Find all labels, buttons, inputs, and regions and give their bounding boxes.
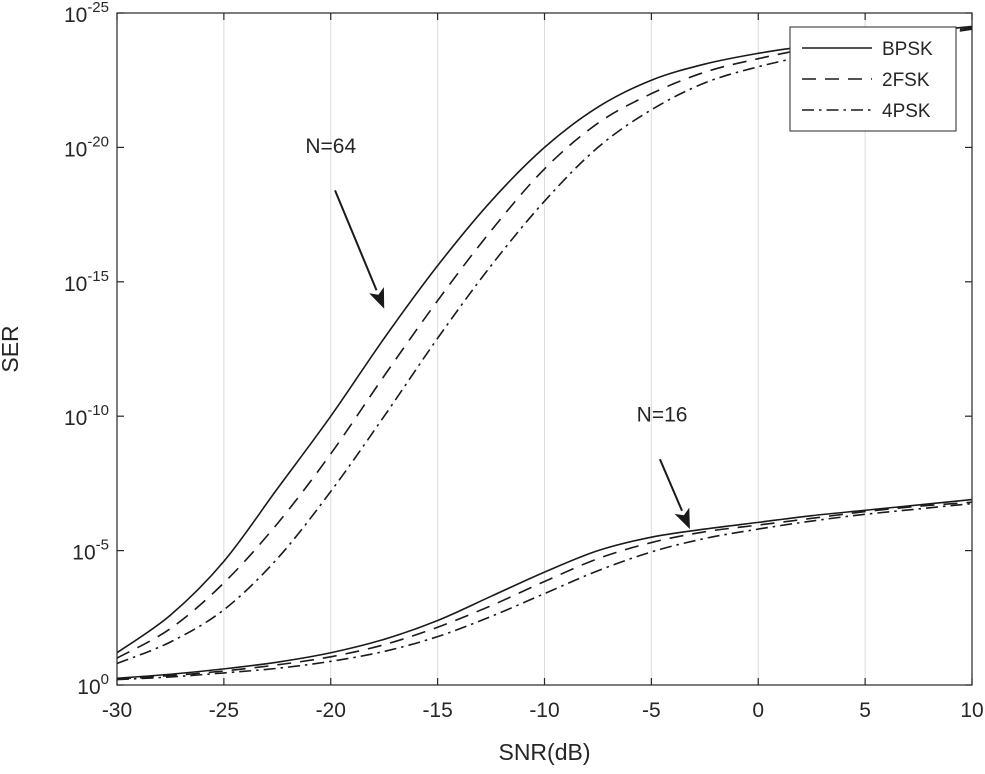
y-tick-label-base: 10 — [64, 273, 87, 296]
x-tick-label: -30 — [102, 699, 132, 722]
legend-label-4psk: 4PSK — [882, 101, 931, 122]
y-tick-label-exponent: 0 — [101, 671, 109, 688]
x-tick-label: -5 — [642, 699, 661, 722]
annotation-arrow-head-n64 — [369, 287, 385, 309]
x-tick-label: 10 — [960, 699, 983, 722]
legend: BPSK 2FSK 4PSK — [789, 26, 957, 132]
x-tick-label: 5 — [859, 699, 871, 722]
series-line-bpsk-n16 — [116, 498, 973, 680]
legend-box — [789, 26, 957, 132]
annotation-arrow-shaft-n64 — [334, 190, 378, 291]
x-tick-label: -25 — [209, 699, 239, 722]
legend-label-2fsk: 2FSK — [882, 70, 930, 91]
y-tick-label-exponent: -20 — [87, 133, 109, 150]
series-line-2fsk-n16 — [116, 501, 973, 680]
y-tick-label: 10-15 — [64, 268, 109, 296]
legend-label-bpsk: BPSK — [882, 39, 933, 60]
grid — [223, 13, 866, 685]
annotation-label-n16: N=16 — [637, 404, 688, 427]
x-axis-label: SNR(dB) — [498, 739, 590, 765]
annotations: N=16 N=64 — [305, 135, 690, 530]
y-tick-label: 10-10 — [64, 402, 109, 430]
y-tick-label-exponent: -10 — [87, 402, 109, 419]
y-tick-label-base: 10 — [64, 138, 87, 161]
y-tick-label: 10-5 — [72, 537, 109, 565]
x-tick-label: 0 — [752, 699, 764, 722]
y-axis-label: SER — [0, 325, 23, 372]
y-tick-label-exponent: -5 — [96, 537, 109, 554]
annotation-arrow-head-n16 — [674, 507, 690, 530]
x-tick-label: -10 — [529, 699, 559, 722]
annotation-arrow-shaft-n16 — [659, 458, 683, 512]
x-tick-labels: -30 -25 -20 -15 -10 -5 0 5 10 — [102, 699, 984, 722]
y-tick-label-base: 10 — [77, 676, 100, 699]
y-tick-label-exponent: -15 — [87, 268, 109, 285]
y-tick-label-exponent: -25 — [87, 0, 109, 16]
y-tick-label-base: 10 — [72, 542, 95, 565]
x-tick-label: -15 — [422, 699, 452, 722]
y-tick-label: 100 — [77, 671, 109, 699]
y-tick-label: 10-20 — [64, 133, 109, 161]
y-tick-label: 10-25 — [64, 0, 109, 27]
ticks — [116, 12, 973, 686]
y-tick-label-base: 10 — [64, 407, 87, 430]
y-tick-label-base: 10 — [64, 4, 87, 27]
annotation-label-n64: N=64 — [305, 135, 356, 158]
x-tick-label: -20 — [316, 699, 346, 722]
